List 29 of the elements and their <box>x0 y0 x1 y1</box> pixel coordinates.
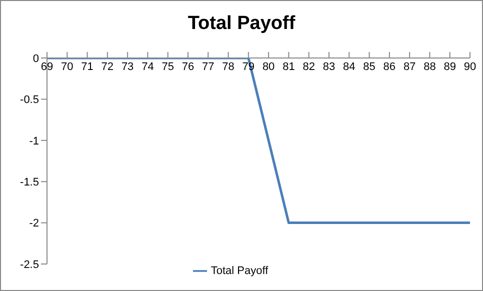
x-tick-label: 78 <box>222 61 234 73</box>
x-tick-label: 70 <box>61 61 74 73</box>
y-tick-label: -1.5 <box>20 176 39 189</box>
y-tick-label: 0 <box>32 52 39 65</box>
chart-title: Total Payoff <box>186 13 296 35</box>
x-tick-label: 88 <box>424 61 436 73</box>
x-tick-label: 80 <box>262 61 275 73</box>
x-tick-label: 69 <box>40 61 54 73</box>
x-tick-label: 74 <box>142 61 154 73</box>
x-tick-label: 71 <box>81 61 94 73</box>
y-tick-label: -0.5 <box>20 94 39 106</box>
x-tick-label: 81 <box>282 61 295 73</box>
x-tick-label: 73 <box>121 61 134 73</box>
x-tick-label: 76 <box>182 61 194 73</box>
y-tick-label: -1 <box>29 135 39 148</box>
x-tick-label: 75 <box>162 61 174 73</box>
x-tick-label: 85 <box>363 61 376 73</box>
x-tick-label: 84 <box>343 61 356 73</box>
y-tick-label: -2.5 <box>20 258 39 271</box>
x-tick-label: 87 <box>403 61 416 73</box>
y-tick-label: -2 <box>29 218 39 230</box>
x-tick-label: 90 <box>464 61 476 73</box>
x-tick-label: 86 <box>383 61 396 73</box>
x-tick-label: 82 <box>302 61 315 73</box>
x-tick-label: 89 <box>444 61 456 73</box>
legend-label: Total Payoff <box>210 264 268 277</box>
x-tick-label: 72 <box>101 61 114 73</box>
x-tick-label: 77 <box>202 61 214 73</box>
x-tick-label: 83 <box>322 61 336 73</box>
